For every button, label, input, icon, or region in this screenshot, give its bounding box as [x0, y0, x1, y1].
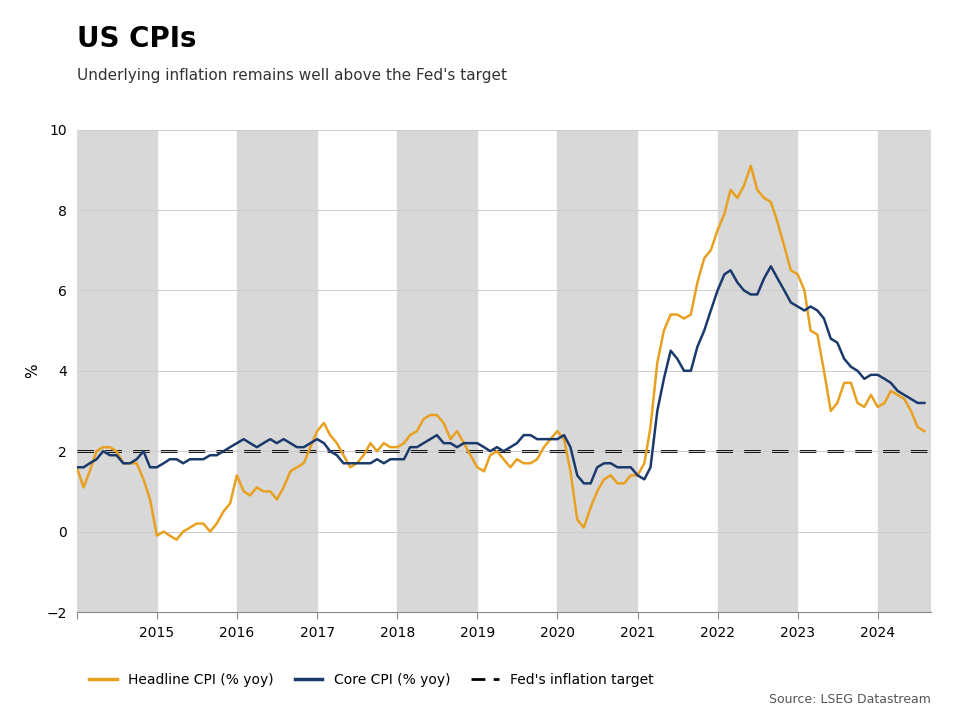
Bar [77, 130, 156, 612]
Text: 2015: 2015 [139, 626, 175, 640]
Text: Source: LSEG Datastream: Source: LSEG Datastream [769, 693, 931, 706]
Text: 2018: 2018 [379, 626, 415, 640]
Bar [877, 130, 931, 612]
Text: 2016: 2016 [219, 626, 254, 640]
Text: Underlying inflation remains well above the Fed's target: Underlying inflation remains well above … [77, 68, 507, 84]
Text: 2021: 2021 [620, 626, 655, 640]
Text: 2022: 2022 [700, 626, 735, 640]
Bar [397, 130, 477, 612]
Text: 2024: 2024 [860, 626, 895, 640]
Bar [558, 130, 637, 612]
Y-axis label: %: % [25, 364, 39, 378]
Text: 2023: 2023 [780, 626, 815, 640]
Legend: Headline CPI (% yoy), Core CPI (% yoy), Fed's inflation target: Headline CPI (% yoy), Core CPI (% yoy), … [84, 667, 659, 693]
Text: 2020: 2020 [540, 626, 575, 640]
Text: US CPIs: US CPIs [77, 25, 196, 53]
Text: 2019: 2019 [460, 626, 494, 640]
Text: 2017: 2017 [300, 626, 335, 640]
Bar [717, 130, 798, 612]
Bar [237, 130, 317, 612]
